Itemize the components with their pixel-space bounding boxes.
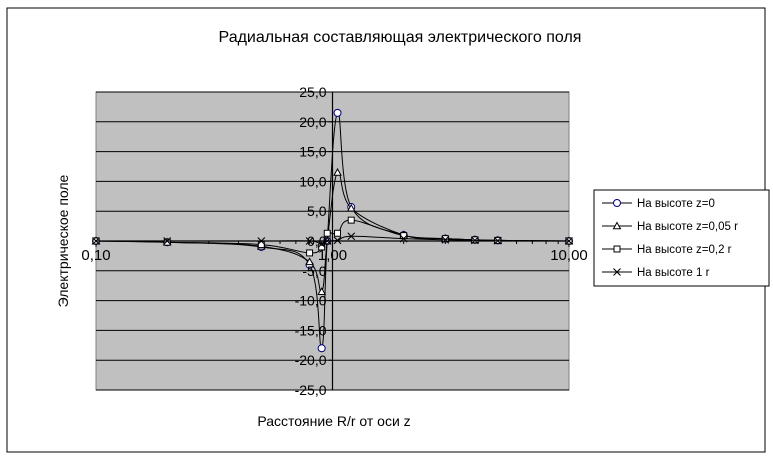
series-4-point <box>92 237 100 245</box>
series-3-point <box>323 229 331 237</box>
series-4-point <box>347 232 356 241</box>
series-1-point <box>317 344 326 353</box>
legend-label: На высоте 1 r <box>637 267 710 279</box>
x-tick-label: 10,00 <box>550 247 588 264</box>
y-tick-label: -20,0 <box>295 352 327 368</box>
series-4-point <box>470 236 479 245</box>
series-3-point <box>306 249 314 257</box>
series-4-point <box>305 237 314 245</box>
series-4-point <box>333 236 342 245</box>
legend: На высоте z=0 На высоте z=0,05 r На высоте… <box>593 189 770 287</box>
series-2-point <box>346 203 356 212</box>
y-tick-label: 0,0 <box>307 233 327 249</box>
series-4-point <box>399 234 408 243</box>
x-axis-label: Расстояние R/r от оси z <box>257 413 410 429</box>
legend-marker <box>613 199 621 207</box>
legend-label: На высоте z=0,05 r <box>637 221 738 233</box>
series-3-point <box>347 216 355 224</box>
series-4-point <box>257 237 266 245</box>
series-3-point <box>441 235 449 243</box>
series-3-point <box>163 238 171 246</box>
series-4-point <box>323 237 332 245</box>
chart-title: Радиальная составляющая электрического п… <box>219 29 582 46</box>
legend-label: На высоте z=0,2 r <box>637 244 732 256</box>
tick-label-layer: 25,0 20,0 15,0 10,0 5,0 0,0 -5,0 -10,0 -15,0 -20,… <box>81 84 587 398</box>
y-tick-label: 25,0 <box>299 84 326 100</box>
legend-marker <box>613 268 621 276</box>
x-tick-label: 1,00 <box>318 247 347 264</box>
y-tick-label: -15,0 <box>295 322 327 338</box>
series-4-point <box>163 237 172 245</box>
y-axis-label: Электрическое поле <box>55 174 71 307</box>
series-4-point <box>317 240 326 248</box>
legend-marker <box>612 221 622 230</box>
y-tick-label: -25,0 <box>295 382 327 398</box>
series-3-point <box>334 229 341 237</box>
y-tick-label: -5,0 <box>302 263 326 279</box>
series-4-point <box>493 236 502 245</box>
y-tick-label: 10,0 <box>299 173 326 189</box>
y-tick-label: 5,0 <box>307 203 327 219</box>
legend-label: На высоте z=0 <box>637 198 715 210</box>
series-layer <box>91 108 574 353</box>
series-2-point <box>333 167 342 176</box>
x-tick-label: 0,10 <box>81 247 110 264</box>
series-2-point <box>305 257 314 266</box>
y-tick-label: 15,0 <box>299 144 326 160</box>
y-tick-label: -10,0 <box>295 293 327 309</box>
series-4-point <box>441 235 450 244</box>
series-1-point <box>333 108 342 117</box>
series-3-point <box>400 232 408 240</box>
y-tick-label: 20,0 <box>299 114 326 130</box>
series-4-point <box>565 237 573 245</box>
legend-marker <box>613 245 621 253</box>
legend-box <box>593 189 770 287</box>
series-2-point <box>317 287 327 295</box>
